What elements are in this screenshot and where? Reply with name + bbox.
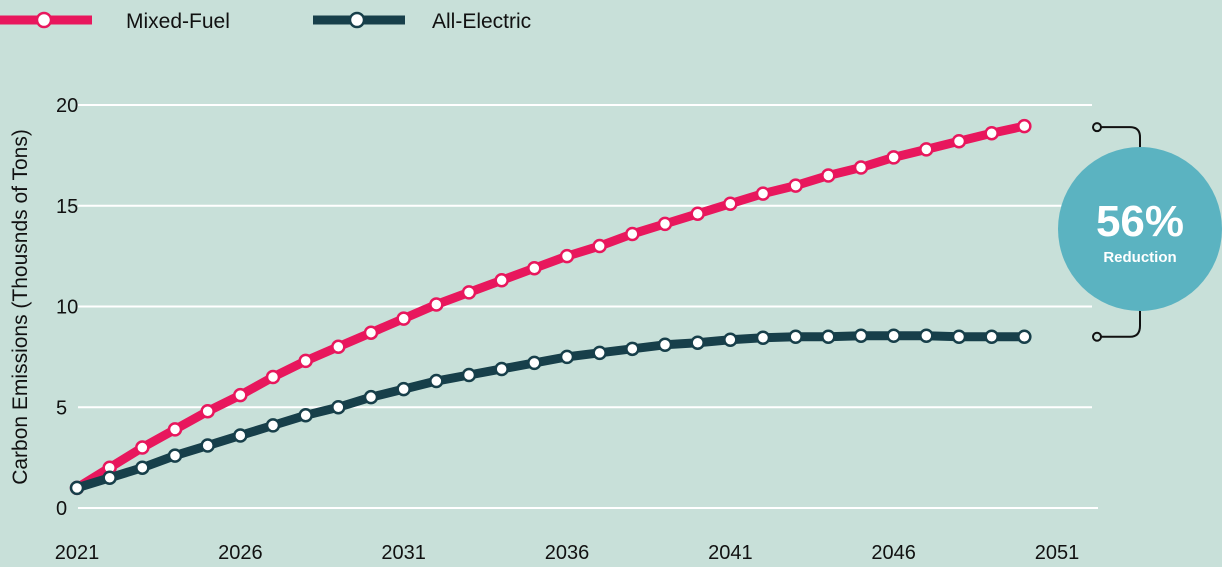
data-point	[135, 460, 150, 475]
data-point	[559, 248, 575, 264]
data-point	[265, 369, 281, 385]
data-point	[298, 408, 313, 423]
data-point	[363, 325, 379, 340]
bracket-end	[1092, 331, 1102, 342]
data-point	[298, 353, 313, 369]
data-point	[657, 216, 673, 232]
y-axis-title: Carbon Emissions (Thousnds of Tons)	[9, 129, 32, 485]
data-point	[200, 438, 215, 453]
data-point	[984, 329, 999, 344]
x-tick-label: 2036	[545, 542, 590, 564]
data-point	[690, 206, 705, 222]
data-point	[396, 311, 411, 326]
series-mixed-fuel	[69, 118, 1032, 496]
data-point	[331, 400, 346, 415]
data-point	[821, 329, 836, 344]
data-point	[527, 260, 542, 276]
legend-label: Mixed-Fuel	[126, 10, 230, 33]
data-point	[919, 328, 934, 343]
x-tick-label: 2021	[55, 542, 100, 564]
data-point	[951, 134, 967, 149]
gridlines	[78, 104, 1098, 509]
data-point	[135, 440, 150, 455]
data-point	[429, 297, 444, 312]
data-point	[886, 328, 901, 343]
series-all-electric	[69, 328, 1032, 496]
data-point	[494, 273, 509, 288]
y-tick-label: 0	[56, 498, 67, 520]
legend-marker	[348, 11, 366, 29]
data-point	[821, 168, 836, 183]
data-point	[1017, 329, 1032, 344]
data-point	[331, 339, 346, 355]
series-lines	[69, 118, 1032, 496]
x-tick-label: 2051	[1035, 542, 1080, 564]
data-point	[625, 341, 640, 357]
data-point	[592, 345, 607, 361]
data-point	[559, 349, 575, 365]
data-point	[886, 150, 901, 165]
x-tick-label: 2026	[218, 542, 263, 564]
data-point	[167, 422, 183, 437]
data-point	[233, 387, 248, 403]
y-tick-label: 20	[56, 95, 78, 117]
data-point	[657, 337, 673, 353]
data-point	[723, 196, 738, 211]
data-point	[755, 186, 771, 201]
data-point	[592, 238, 607, 254]
data-point	[723, 332, 738, 347]
data-point	[233, 428, 248, 443]
data-point	[690, 335, 705, 351]
data-point	[755, 330, 771, 345]
x-tick-label: 2046	[871, 542, 916, 564]
legend-marker	[35, 11, 53, 29]
data-point	[429, 373, 444, 389]
data-point	[853, 328, 869, 343]
data-point	[1017, 118, 1032, 134]
data-point	[919, 142, 934, 157]
data-point	[951, 329, 967, 344]
reduction-label: Reduction	[1103, 249, 1176, 266]
x-tick-label: 2041	[708, 542, 753, 564]
data-point	[461, 285, 477, 300]
data-point	[265, 418, 281, 433]
data-point	[396, 381, 411, 397]
data-point	[527, 355, 542, 371]
legend-item: Mixed-Fuel	[0, 10, 230, 33]
y-tick-label: 10	[56, 297, 78, 319]
y-tick-label: 5	[56, 397, 67, 419]
data-point	[984, 125, 999, 141]
data-point	[69, 480, 85, 496]
data-point	[853, 160, 869, 175]
legend-label: All-Electric	[432, 10, 531, 33]
bracket-end	[1092, 122, 1102, 133]
series-line	[72, 331, 1029, 493]
data-point	[494, 361, 509, 377]
reduction-value: 56%	[1096, 197, 1184, 246]
data-point	[102, 470, 117, 486]
data-point	[461, 367, 477, 383]
y-axis-ticks: 0 5 10 15 20	[56, 95, 78, 520]
x-axis-ticks: 2021 2026 2031 2036 2041 2046 2051	[55, 542, 1080, 564]
y-tick-label: 15	[56, 196, 78, 218]
data-point	[788, 329, 803, 344]
legend: Mixed-Fuel All-Electric	[0, 10, 531, 33]
legend-item: All-Electric	[313, 10, 531, 33]
data-point	[363, 389, 379, 405]
data-point	[788, 178, 803, 193]
reduction-annotation: 56% Reduction	[1058, 122, 1222, 342]
x-tick-label: 2031	[381, 542, 426, 564]
data-point	[625, 226, 640, 242]
data-point	[167, 448, 183, 463]
data-point	[200, 404, 215, 419]
reduction-badge	[1058, 147, 1222, 311]
